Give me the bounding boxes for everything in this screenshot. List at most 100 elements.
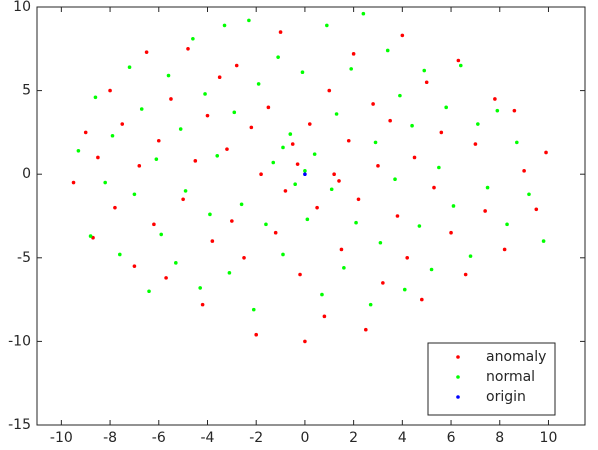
point xyxy=(300,70,305,75)
x-tick-label: -6 xyxy=(152,430,166,446)
legend-label: anomaly xyxy=(486,349,546,365)
point xyxy=(354,220,358,225)
x-tick-label: 8 xyxy=(495,430,504,446)
point xyxy=(334,112,339,116)
point xyxy=(522,169,526,173)
point xyxy=(315,205,319,210)
point xyxy=(451,204,456,208)
point xyxy=(254,332,258,337)
point xyxy=(247,18,251,23)
point xyxy=(364,327,368,332)
point xyxy=(424,80,429,85)
point xyxy=(259,172,263,176)
point xyxy=(113,205,117,210)
point xyxy=(225,147,229,151)
point xyxy=(346,138,351,143)
point xyxy=(378,240,383,245)
point xyxy=(505,222,509,227)
point xyxy=(239,202,244,207)
point xyxy=(156,138,161,143)
point xyxy=(444,105,448,110)
point xyxy=(437,165,441,170)
point xyxy=(327,88,332,93)
point xyxy=(320,292,324,297)
point xyxy=(417,224,422,228)
point xyxy=(83,130,88,135)
point xyxy=(230,219,234,223)
point xyxy=(298,272,302,277)
point xyxy=(166,73,171,78)
point xyxy=(266,105,271,110)
y-tick-label: -15 xyxy=(8,417,31,433)
point xyxy=(198,286,202,290)
point xyxy=(458,63,463,68)
point xyxy=(376,164,380,168)
point xyxy=(159,232,164,237)
point xyxy=(205,113,210,118)
point xyxy=(203,92,207,96)
point xyxy=(139,107,144,111)
point xyxy=(169,97,173,101)
point xyxy=(337,179,341,183)
point xyxy=(71,180,76,185)
point xyxy=(322,314,327,319)
point xyxy=(293,182,297,187)
y-tick-label: 5 xyxy=(22,83,31,99)
point xyxy=(120,122,125,126)
point xyxy=(290,142,295,146)
point xyxy=(154,157,159,161)
point xyxy=(217,75,222,80)
point xyxy=(303,169,307,173)
y-tick-label: -5 xyxy=(17,250,31,266)
point xyxy=(144,50,149,54)
legend-marker xyxy=(456,395,460,399)
x-tick-label: 10 xyxy=(540,430,558,446)
point xyxy=(371,102,375,106)
point xyxy=(303,339,307,344)
point xyxy=(276,55,280,59)
point xyxy=(541,239,546,243)
point xyxy=(210,239,215,243)
y-tick-label: -10 xyxy=(8,333,31,349)
point xyxy=(463,272,468,277)
point xyxy=(110,133,115,138)
legend: anomaly normal origin xyxy=(427,342,556,416)
point xyxy=(147,289,151,294)
x-tick-label: -2 xyxy=(249,430,263,446)
point xyxy=(361,11,366,16)
point xyxy=(515,140,519,145)
point xyxy=(439,130,444,135)
point xyxy=(473,142,478,146)
point xyxy=(200,302,205,307)
point xyxy=(368,302,373,307)
x-tick-label: 0 xyxy=(300,430,309,446)
point xyxy=(108,88,112,93)
point xyxy=(405,255,410,260)
point xyxy=(449,230,453,235)
point xyxy=(422,68,427,73)
point xyxy=(544,150,548,155)
point xyxy=(456,58,461,63)
point xyxy=(215,154,220,158)
point xyxy=(283,189,288,193)
point xyxy=(249,125,254,130)
point xyxy=(281,252,285,257)
point xyxy=(395,214,400,218)
point xyxy=(193,159,198,163)
point xyxy=(485,185,490,190)
x-tick-label: 6 xyxy=(447,430,456,446)
point xyxy=(349,67,353,71)
point xyxy=(118,252,122,257)
point xyxy=(256,82,261,86)
legend-label: normal xyxy=(486,369,535,385)
point xyxy=(234,63,239,68)
point xyxy=(495,108,500,113)
point xyxy=(325,23,329,28)
point xyxy=(178,127,183,131)
point xyxy=(373,140,378,145)
point xyxy=(307,122,312,126)
point xyxy=(132,192,137,197)
point xyxy=(271,160,276,165)
point xyxy=(412,155,417,160)
